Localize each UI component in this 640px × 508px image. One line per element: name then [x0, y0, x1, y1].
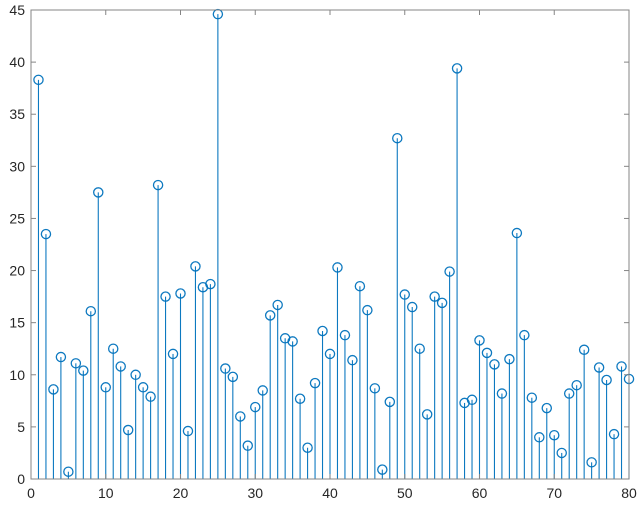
- stem-marker: [556, 447, 567, 459]
- y-tick-label: 10: [9, 367, 25, 383]
- stem-marker: [586, 457, 597, 468]
- stem-marker: [436, 297, 448, 309]
- y-tick-label: 40: [9, 54, 25, 70]
- stem-marker: [332, 262, 343, 273]
- x-tick-label: 50: [397, 485, 413, 501]
- y-tick-label: 20: [9, 263, 25, 279]
- stem-marker: [100, 382, 112, 393]
- stem-marker: [399, 289, 410, 300]
- stem-marker: [563, 388, 575, 399]
- stem-marker: [272, 299, 283, 311]
- stem-marker: [406, 301, 418, 313]
- stem-marker: [392, 132, 403, 144]
- stem-marker: [324, 348, 336, 360]
- stem-marker: [145, 391, 156, 402]
- x-tick-label: 40: [322, 485, 338, 501]
- stem-marker: [93, 187, 104, 198]
- stem-marker: [504, 353, 515, 365]
- y-tick-label: 25: [9, 210, 25, 226]
- stem-marker: [362, 304, 373, 316]
- x-tick-label: 0: [27, 485, 35, 501]
- stem-marker: [526, 392, 538, 403]
- stem-marker: [107, 343, 119, 354]
- stem-marker: [474, 335, 485, 346]
- stem-marker: [354, 280, 366, 292]
- stem-marker: [48, 384, 59, 395]
- y-tick-label: 45: [9, 2, 25, 18]
- y-tick-label: 15: [9, 315, 25, 331]
- stem-marker: [130, 369, 141, 381]
- stem-marker: [481, 347, 493, 359]
- stem-marker: [511, 227, 523, 239]
- stem-marker: [40, 228, 52, 240]
- stem-marker: [55, 351, 67, 363]
- stem-marker: [317, 325, 328, 337]
- stem-marker: [220, 363, 231, 374]
- stem-marker: [257, 385, 268, 396]
- stem-marker: [182, 425, 194, 437]
- y-tick-label: 30: [9, 158, 25, 174]
- stem-marker: [489, 359, 500, 370]
- y-tick-label: 35: [9, 106, 25, 122]
- stem-marker: [264, 310, 276, 321]
- y-tick-label: 5: [17, 419, 25, 435]
- stem-marker: [242, 440, 254, 451]
- stem-marker: [85, 305, 97, 317]
- stem-marker: [549, 429, 560, 441]
- stem-marker: [496, 388, 508, 399]
- stem-marker: [578, 344, 590, 356]
- stem-marker: [519, 329, 530, 341]
- stem-marker: [227, 371, 239, 383]
- stem-marker: [541, 402, 553, 414]
- stem-marker: [167, 348, 179, 360]
- stem-marker: [294, 393, 306, 404]
- stem-marker: [175, 288, 186, 299]
- stem-marker: [601, 374, 612, 386]
- stem-marker: [122, 424, 134, 436]
- stem-marker: [571, 379, 582, 391]
- x-tick-label: 30: [247, 485, 263, 501]
- stem-marker: [302, 442, 313, 453]
- stem-marker: [63, 466, 74, 477]
- stem-marker: [377, 464, 388, 475]
- stem-marker: [451, 63, 463, 74]
- stem-marker: [347, 354, 358, 366]
- x-tick-label: 60: [472, 485, 488, 501]
- stem-marker: [534, 432, 545, 443]
- stem-marker: [466, 394, 478, 406]
- x-tick-label: 80: [621, 485, 637, 501]
- stem-marker: [287, 336, 298, 347]
- stem-marker: [160, 291, 171, 302]
- x-tick-label: 70: [546, 485, 562, 501]
- stem-marker: [190, 261, 201, 272]
- stem-marker: [235, 411, 246, 422]
- stem-marker: [309, 377, 321, 389]
- stem-marker: [78, 365, 89, 376]
- stem-marker: [249, 401, 261, 413]
- stem-marker: [414, 343, 425, 354]
- stem-marker: [384, 396, 396, 408]
- stem-marker: [137, 382, 149, 393]
- x-tick-label: 10: [98, 485, 114, 501]
- stem-marker: [593, 362, 605, 373]
- stem-marker: [33, 74, 44, 86]
- stem-marker: [616, 361, 627, 372]
- stem-marker: [70, 358, 82, 369]
- stem-marker: [421, 409, 433, 420]
- stem-marker: [369, 383, 381, 394]
- stem-marker: [608, 428, 620, 440]
- y-tick-label: 0: [17, 471, 25, 487]
- stem-marker: [339, 329, 351, 341]
- x-tick-label: 20: [173, 485, 189, 501]
- stem-marker: [205, 278, 216, 290]
- stem-marker: [444, 266, 455, 277]
- stem-marker: [429, 291, 440, 302]
- stem-marker: [152, 179, 164, 191]
- stem-marker: [115, 361, 126, 372]
